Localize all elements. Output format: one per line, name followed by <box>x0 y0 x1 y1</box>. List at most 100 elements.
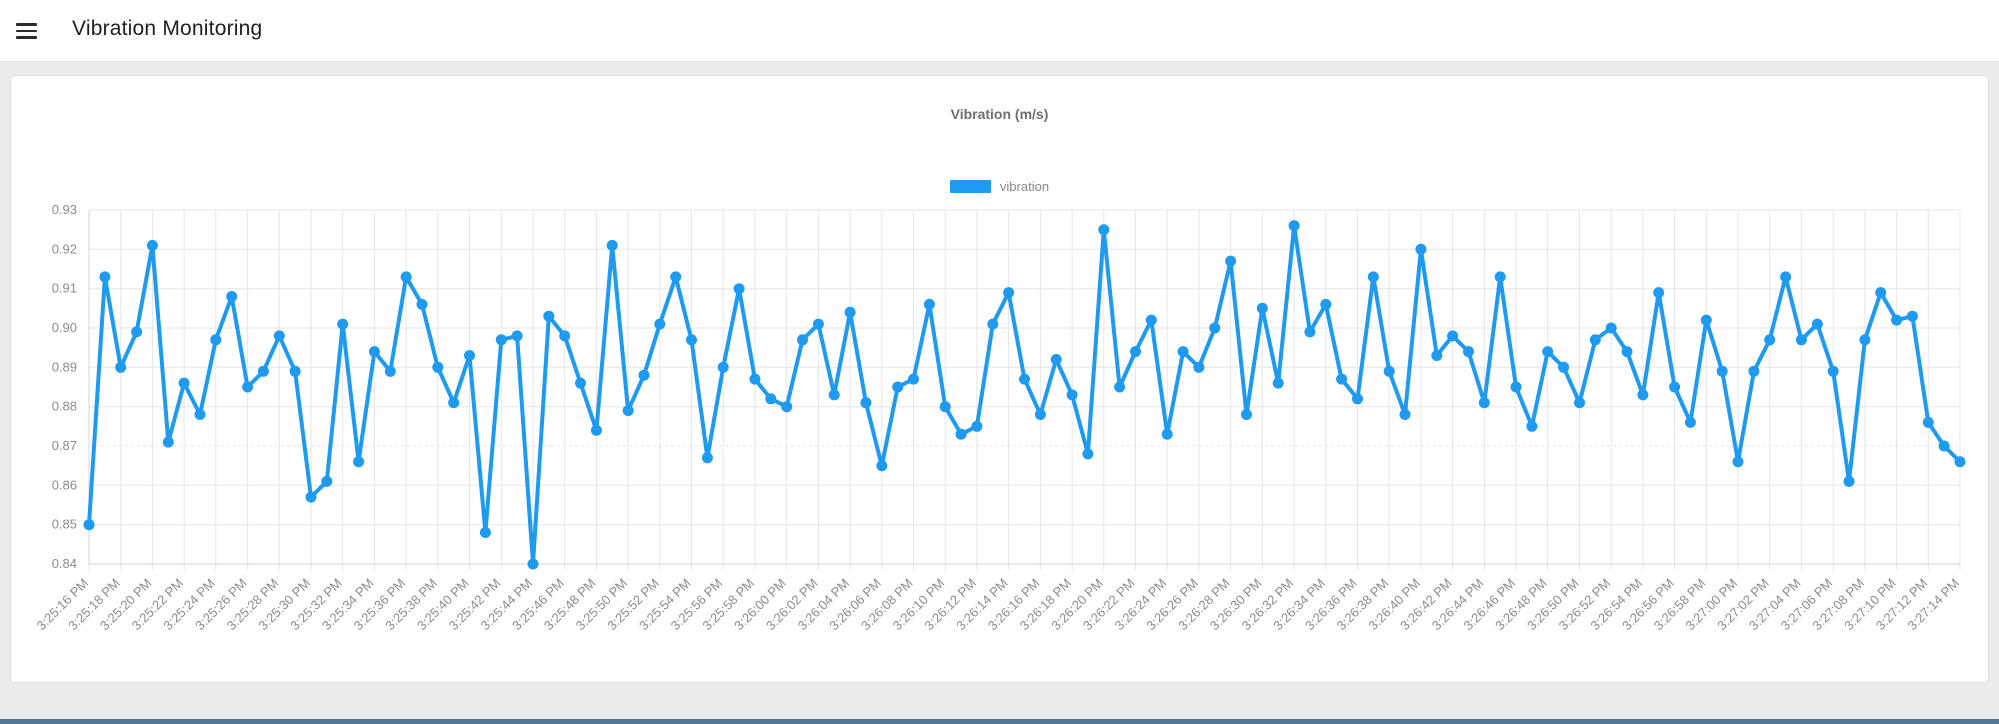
data-point <box>194 409 206 420</box>
legend-swatch-vibration <box>949 180 991 193</box>
data-point <box>1114 381 1126 393</box>
data-point <box>1795 334 1807 346</box>
y-tick-label: 0.88 <box>52 399 77 414</box>
data-point <box>638 369 650 381</box>
chart-card: 0.84 0.85 0.86 0.87 0.88 0.89 0.90 0.91 0.92 0.93… <box>10 75 1989 683</box>
data-point <box>670 271 682 283</box>
y-tick-label: 0.85 <box>52 517 77 532</box>
y-tick-label: 0.90 <box>52 320 77 335</box>
data-point <box>1320 298 1332 310</box>
y-tick-label: 0.92 <box>52 241 77 256</box>
data-point <box>876 460 888 472</box>
data-point <box>1764 334 1776 346</box>
data-point <box>987 318 999 330</box>
data-point <box>1637 389 1649 401</box>
data-point <box>844 306 856 318</box>
data-point <box>575 377 586 389</box>
data-point <box>860 397 872 409</box>
data-point <box>1082 448 1094 460</box>
data-point <box>812 318 824 330</box>
chart-legend[interactable]: vibration <box>11 179 1988 194</box>
data-point <box>559 330 571 342</box>
data-point <box>479 527 491 538</box>
data-point <box>1875 287 1887 299</box>
data-point <box>955 428 967 440</box>
data-point <box>1859 334 1871 346</box>
data-point <box>1367 271 1379 283</box>
data-point <box>1003 287 1015 299</box>
data-point <box>1145 314 1157 326</box>
data-point <box>1748 365 1760 377</box>
data-point <box>1098 224 1110 236</box>
data-point <box>1653 287 1665 299</box>
data-point <box>1906 310 1918 322</box>
data-point <box>622 405 634 417</box>
y-tick-label: 0.89 <box>52 359 77 374</box>
data-point <box>892 381 904 393</box>
data-point <box>1193 361 1205 373</box>
page-title: Vibration Monitoring <box>72 17 263 40</box>
data-point <box>305 491 317 503</box>
data-point <box>83 519 95 531</box>
data-point <box>797 334 808 346</box>
data-point <box>1589 334 1601 346</box>
data-point <box>923 298 935 310</box>
data-point <box>1780 271 1792 283</box>
data-point <box>384 365 396 377</box>
data-point <box>1241 409 1252 420</box>
y-tick-label: 0.93 <box>52 202 77 217</box>
data-point <box>1431 350 1443 361</box>
data-point <box>337 318 349 330</box>
chart-title: Vibration (m/s) <box>950 106 1049 122</box>
data-point <box>257 365 269 377</box>
y-tick-label: 0.86 <box>52 477 77 492</box>
data-point <box>1225 255 1237 267</box>
y-tick-label: 0.84 <box>52 556 77 571</box>
data-point <box>1827 365 1839 377</box>
data-point <box>1542 346 1554 358</box>
data-point <box>146 239 158 251</box>
data-point <box>606 239 618 251</box>
data-point <box>749 373 761 385</box>
data-point <box>1891 314 1903 326</box>
data-point <box>1732 456 1744 468</box>
data-point <box>686 334 697 346</box>
data-point <box>162 436 174 448</box>
data-point <box>1034 409 1046 420</box>
data-point <box>828 389 840 401</box>
data-point <box>178 377 190 389</box>
data-point <box>1954 456 1966 468</box>
data-point <box>543 310 555 322</box>
data-point <box>781 401 793 413</box>
data-point <box>1336 373 1348 385</box>
data-point <box>1209 322 1221 334</box>
data-point <box>99 271 111 283</box>
data-point <box>1574 397 1585 409</box>
data-point <box>1811 318 1823 330</box>
menu-icon[interactable] <box>16 19 40 43</box>
data-point <box>226 291 238 302</box>
data-point <box>1288 220 1300 232</box>
series-line-vibration <box>87 223 1962 566</box>
data-point <box>210 334 222 346</box>
data-point <box>1415 243 1427 255</box>
data-point <box>242 381 254 393</box>
data-point <box>1510 381 1522 393</box>
data-point <box>939 401 951 413</box>
data-point <box>1019 373 1030 385</box>
data-point <box>1669 381 1681 393</box>
data-point <box>131 326 143 338</box>
vibration-line-chart[interactable]: 0.84 0.85 0.86 0.87 0.88 0.89 0.90 0.91 0.92 0.93… <box>11 76 1990 684</box>
data-point <box>765 393 777 405</box>
data-point <box>1463 346 1474 358</box>
data-point <box>1700 314 1712 326</box>
data-point <box>1478 397 1490 409</box>
data-point <box>1304 326 1316 338</box>
data-point <box>1605 322 1617 334</box>
data-point <box>1447 330 1459 342</box>
data-point <box>1177 346 1189 358</box>
y-tick-label: 0.91 <box>52 281 77 296</box>
y-tick-label: 0.87 <box>52 438 77 453</box>
data-point <box>1684 416 1696 428</box>
data-point <box>1352 393 1363 405</box>
